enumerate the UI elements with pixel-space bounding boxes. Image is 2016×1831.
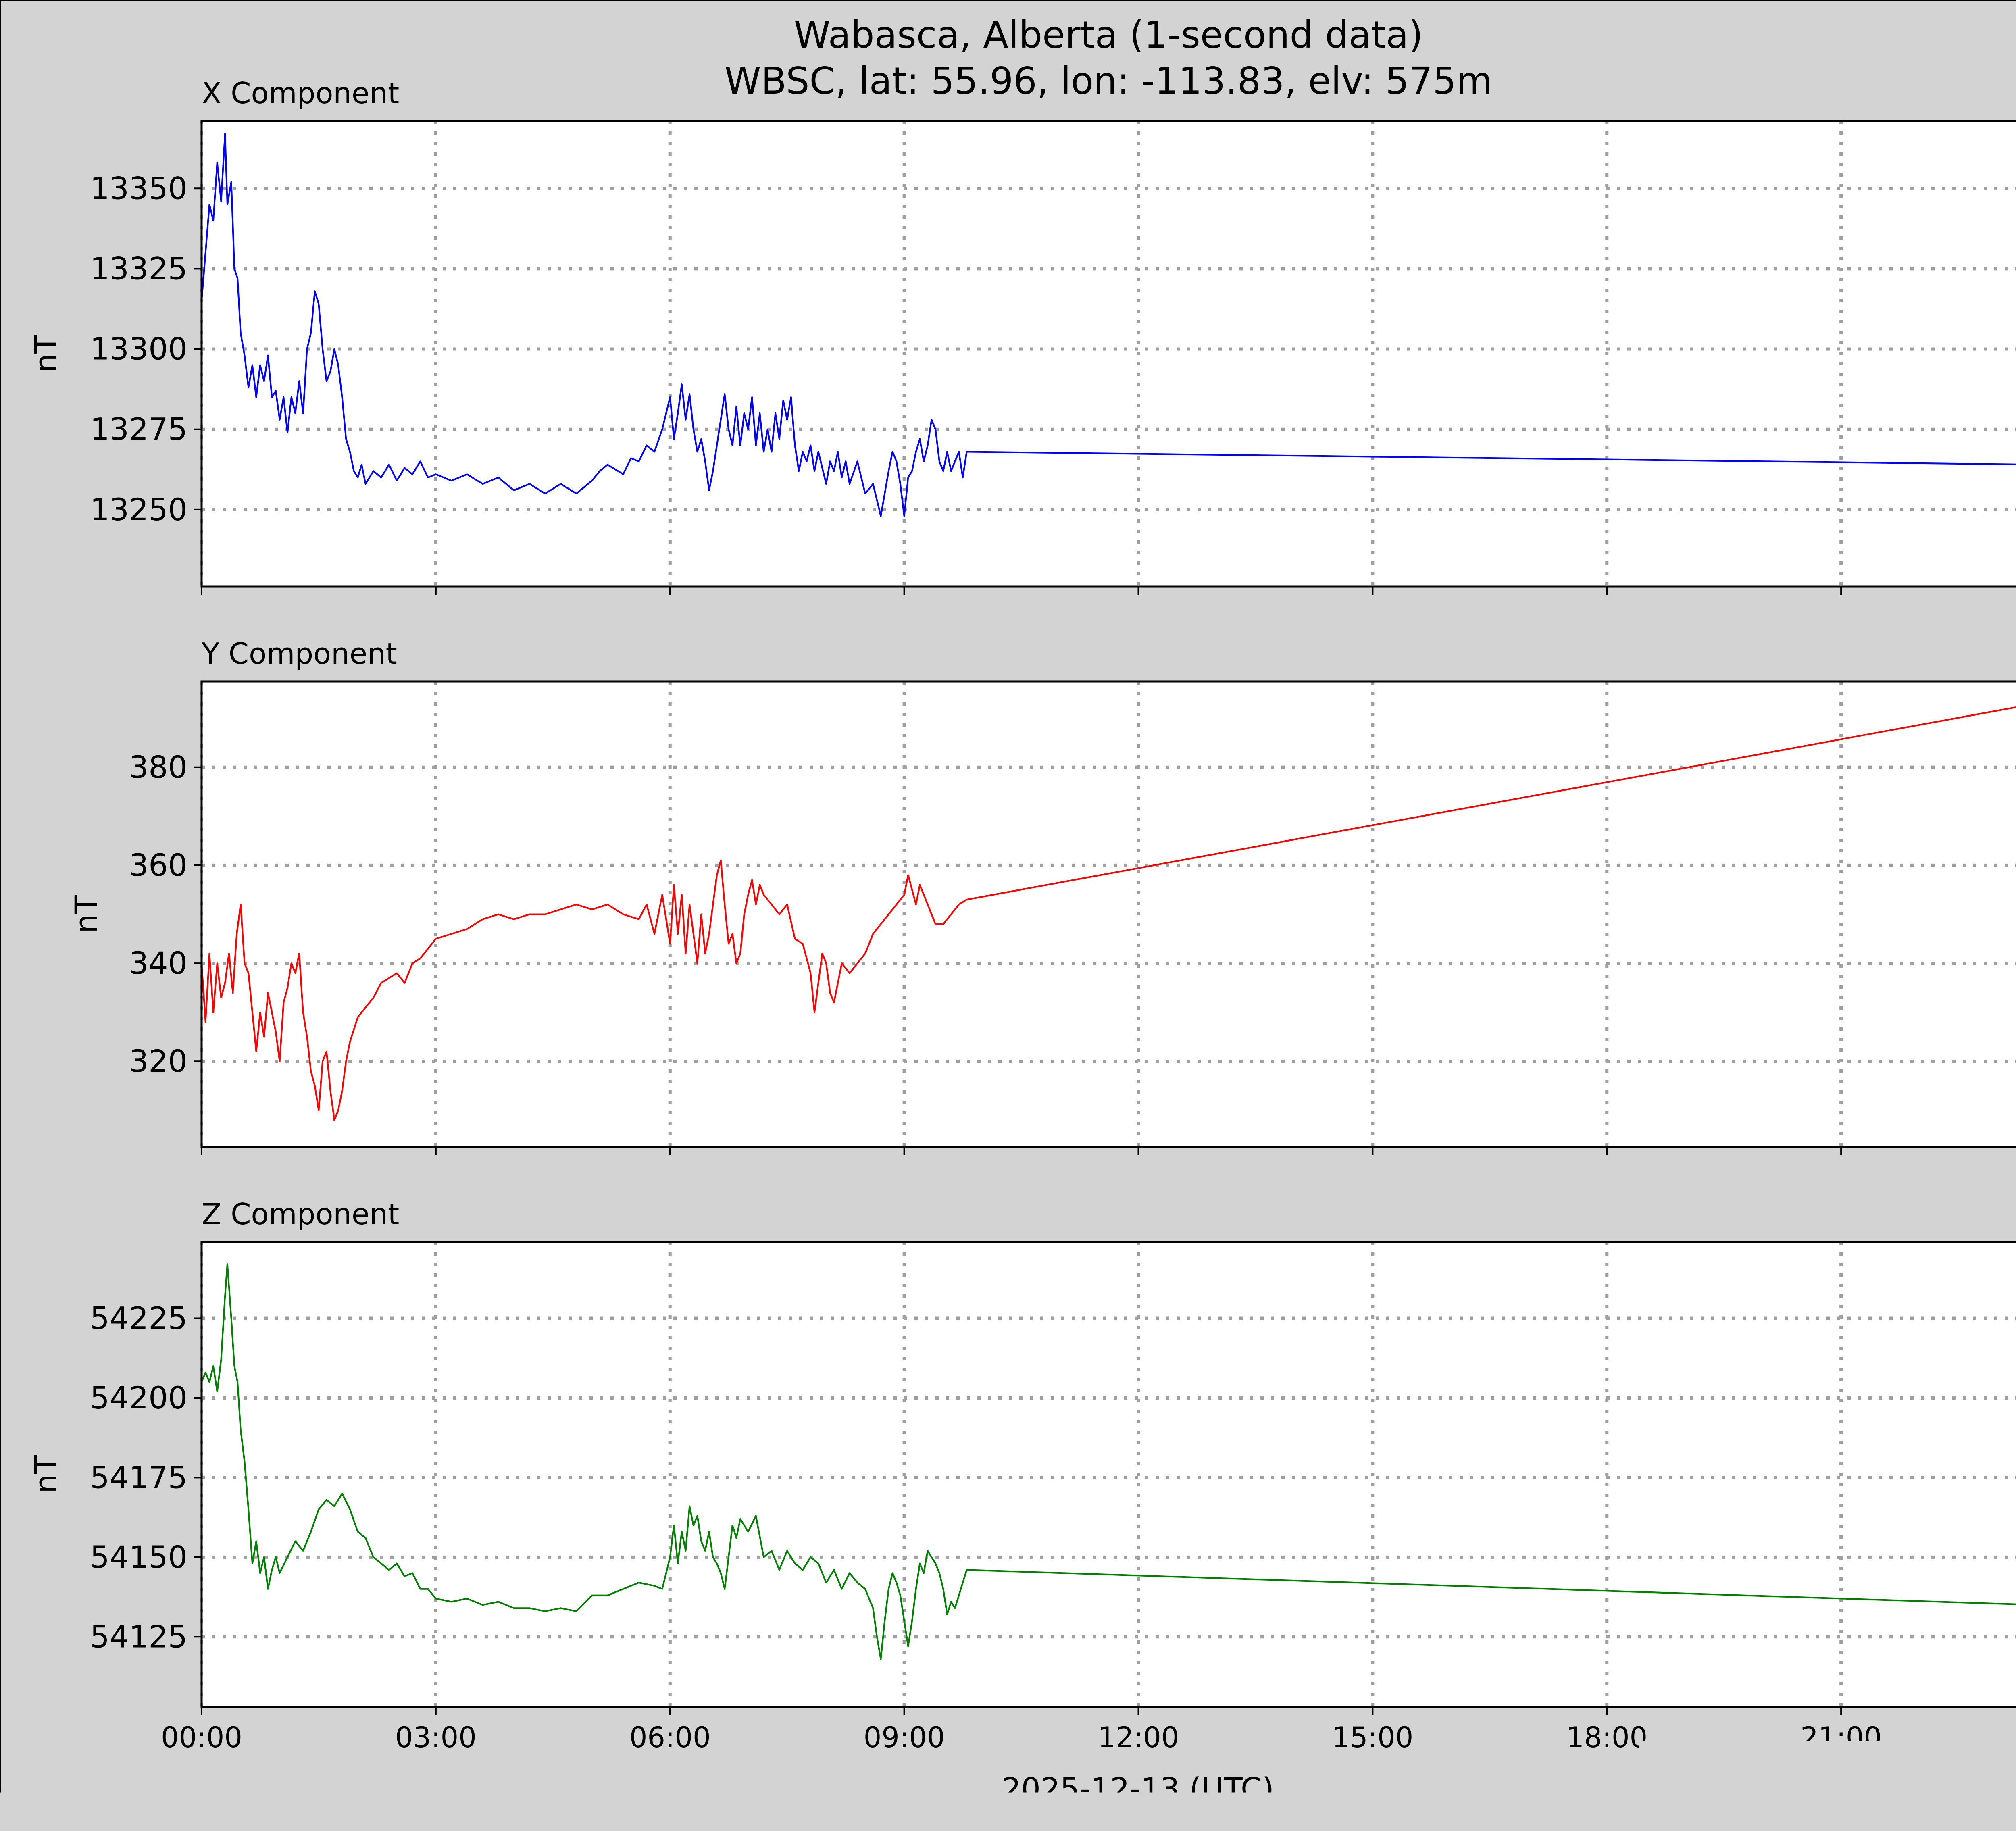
x-component-y-tick-label-13350: 13350 bbox=[90, 170, 187, 206]
y-component-y-axis-label: nT bbox=[68, 895, 104, 933]
z-component-x-tick-label-00-00: 00:00 bbox=[161, 1721, 242, 1754]
x-component-y-tick-label-13275: 13275 bbox=[90, 411, 187, 447]
z-component-y-axis-label: nT bbox=[28, 1455, 64, 1494]
z-component-x-tick-label-21-00: 21:00 bbox=[1800, 1721, 1882, 1754]
y-component-y-tick-label-360: 360 bbox=[129, 847, 187, 883]
x-component-y-axis-label: nT bbox=[28, 335, 64, 373]
figure-title-line1: Wabasca, Alberta (1-second data) bbox=[794, 13, 1423, 56]
y-component-title: Y Component bbox=[201, 637, 397, 671]
x-component-y-tick-label-13250: 13250 bbox=[90, 492, 187, 527]
z-component-y-tick-label-54125: 54125 bbox=[90, 1619, 187, 1654]
y-component-panel: 320 340 360 380 Y Component nT bbox=[68, 637, 2016, 1155]
x-component-y-tick-label-13325: 13325 bbox=[90, 250, 187, 286]
panels: 1325013275133001332513350X ComponentnT32… bbox=[28, 76, 2016, 1754]
y-component-y-tick-label-320: 320 bbox=[129, 1043, 187, 1079]
x-component-panel: 13250 13275 13300 13325 13350 X Component nT bbox=[28, 76, 2016, 595]
z-component-x-tick-label-12-00: 12:00 bbox=[1098, 1721, 1179, 1754]
z-component-y-tick-label-54150: 54150 bbox=[90, 1539, 187, 1575]
y-component-y-tick-label-380: 380 bbox=[129, 749, 187, 785]
z-component-title: Z Component bbox=[202, 1197, 399, 1231]
y-component-y-tick-label-340: 340 bbox=[129, 945, 187, 981]
z-component-y-tick-label-54175: 54175 bbox=[90, 1459, 187, 1495]
z-component-panel: 54125 54150 54175 54200 54225 00:00 03:00 06:00… bbox=[28, 1197, 2016, 1754]
z-component-y-tick-label-54200: 54200 bbox=[90, 1380, 187, 1416]
x-component-y-tick-label-13300: 13300 bbox=[90, 331, 187, 367]
z-component-y-tick-label-54225: 54225 bbox=[90, 1300, 187, 1336]
z-component-x-tick-label-15-00: 15:00 bbox=[1332, 1721, 1414, 1754]
z-component-x-tick-label-06-00: 06:00 bbox=[629, 1721, 711, 1754]
figure-title-line2: WBSC, lat: 55.96, lon: -113.83, elv: 575… bbox=[725, 59, 1493, 102]
z-component-x-tick-label-18-00: 18:00 bbox=[1566, 1721, 1647, 1754]
z-component-x-tick-label-03-00: 03:00 bbox=[395, 1721, 477, 1754]
x-component-title: X Component bbox=[202, 76, 399, 110]
figure-x-axis-label: 2025-12-13 (UTC) bbox=[1002, 1771, 1274, 1807]
y-component-plot-area bbox=[202, 681, 2016, 1147]
x-component-plot-area bbox=[202, 121, 2016, 587]
z-component-x-tick-label-09-00: 09:00 bbox=[864, 1721, 945, 1754]
